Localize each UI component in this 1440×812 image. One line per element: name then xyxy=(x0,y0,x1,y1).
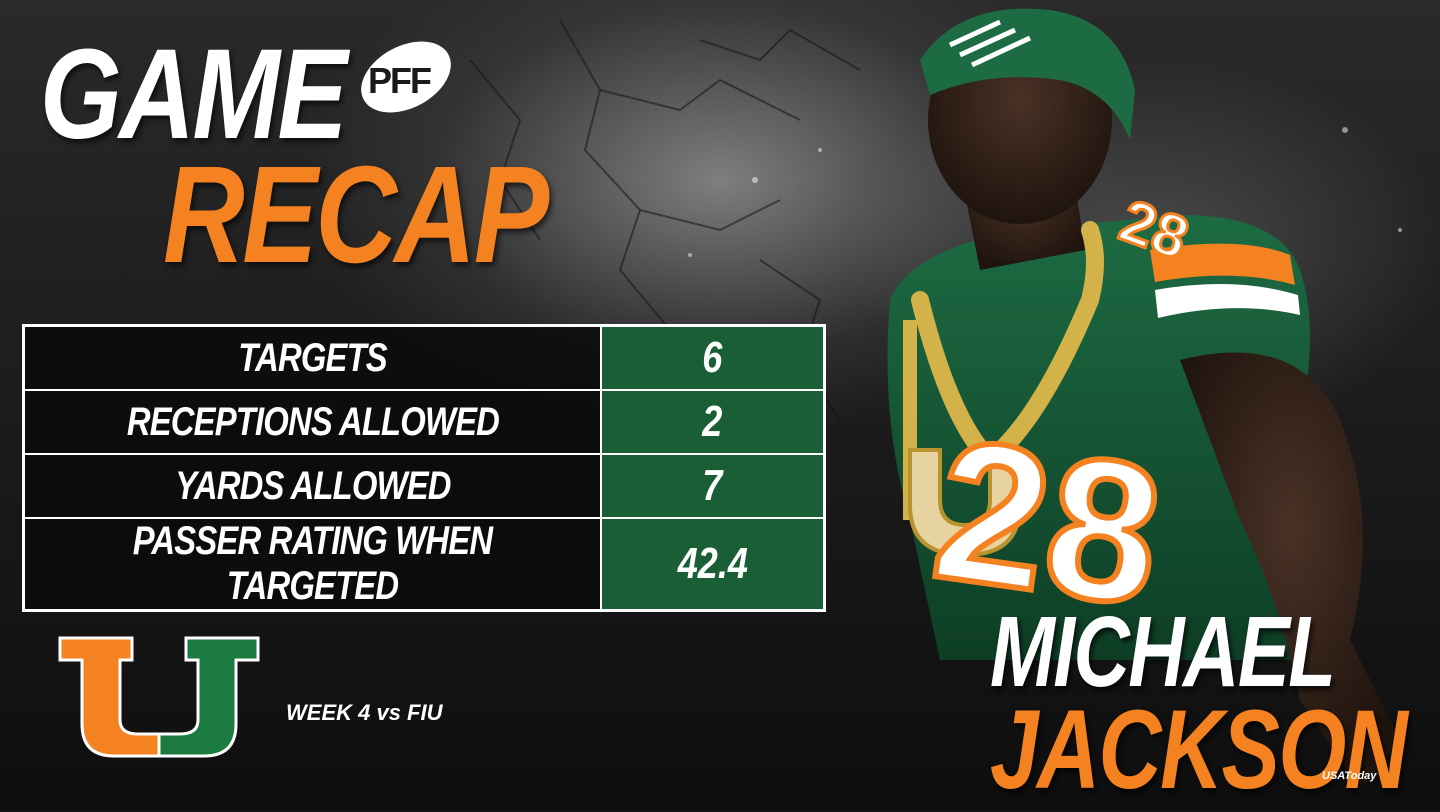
player-name: MICHAEL JACKSON xyxy=(990,596,1408,812)
table-row: YARDS ALLOWED 7 xyxy=(22,453,826,519)
table-row: PASSER RATING WHEN TARGETED 42.4 xyxy=(22,517,826,612)
pff-football-logo: PFF xyxy=(349,27,463,130)
player-last-name: JACKSON xyxy=(990,687,1408,812)
table-row: TARGETS 6 xyxy=(22,324,826,391)
photo-credit: USAToday xyxy=(1322,770,1377,782)
player-first-name: MICHAEL xyxy=(990,596,1336,708)
game-week-label: WEEK 4 vs FIU xyxy=(286,700,443,725)
title-line-game: GAME xyxy=(40,23,348,166)
stat-label: YARDS ALLOWED xyxy=(22,453,602,519)
page-title: GAME RECAP xyxy=(40,23,549,293)
pff-logo-text: PFF xyxy=(368,60,432,101)
svg-text:28: 28 xyxy=(922,397,1173,649)
stat-label: PASSER RATING WHEN TARGETED xyxy=(22,517,602,612)
stat-label: RECEPTIONS ALLOWED xyxy=(22,389,602,455)
table-row: RECEPTIONS ALLOWED 2 xyxy=(22,389,826,455)
stat-value: 2 xyxy=(600,389,826,455)
stat-label: TARGETS xyxy=(22,324,602,391)
stat-value: 42.4 xyxy=(600,517,826,612)
stats-table: TARGETS 6 RECEPTIONS ALLOWED 2 YARDS ALL… xyxy=(22,324,826,612)
stat-value: 6 xyxy=(600,324,826,391)
player-photo: 28 28 xyxy=(887,8,1400,790)
miami-u-logo xyxy=(58,636,260,758)
stat-value: 7 xyxy=(600,453,826,519)
title-line-recap: RECAP xyxy=(163,138,549,293)
